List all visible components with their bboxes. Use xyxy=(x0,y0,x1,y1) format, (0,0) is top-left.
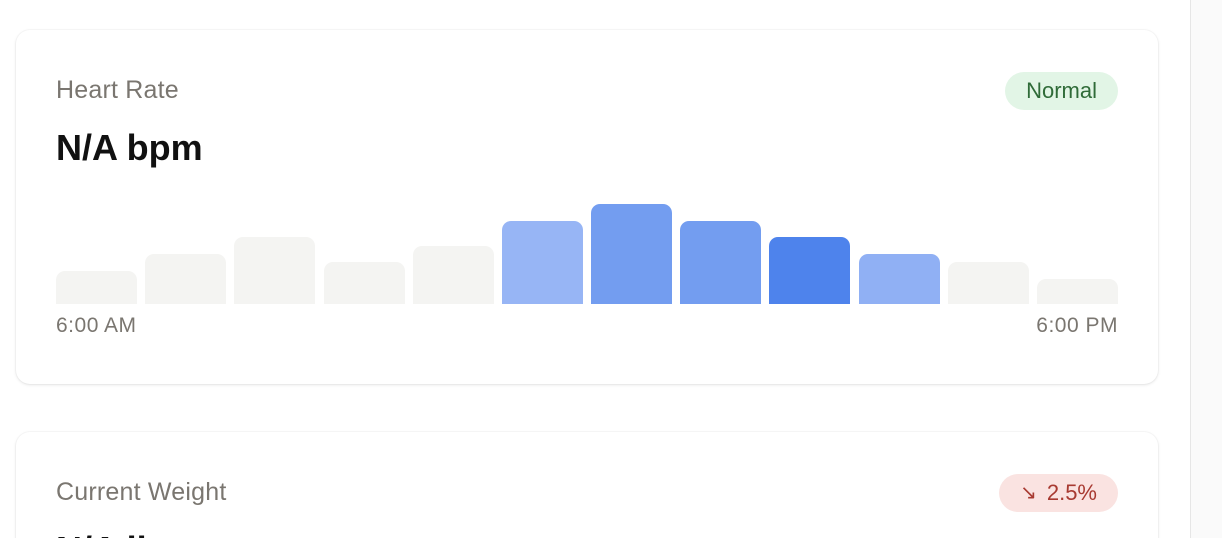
current-weight-value: N/A lbs xyxy=(56,530,1118,538)
current-weight-label: Current Weight xyxy=(56,478,227,506)
heart-rate-bar-chart xyxy=(56,200,1118,304)
heart-rate-bar xyxy=(858,254,940,304)
heart-rate-bar xyxy=(145,254,227,304)
heart-rate-axis: 6:00 AM 6:00 PM xyxy=(56,314,1118,338)
heart-rate-bar xyxy=(412,246,494,304)
dashboard-scroll-area[interactable]: Heart Rate Normal N/A bpm 6:00 AM 6:00 P… xyxy=(0,0,1190,538)
heart-rate-bar xyxy=(501,221,583,304)
weight-change-badge: ↘ 2.5% xyxy=(999,474,1118,512)
heart-rate-bar xyxy=(947,262,1029,304)
current-weight-header: Current Weight ↘ 2.5% xyxy=(56,472,1118,512)
heart-rate-bar xyxy=(323,262,405,304)
heart-rate-status-badge: Normal xyxy=(1005,72,1118,110)
scrollbar-divider xyxy=(1190,0,1191,538)
heart-rate-label: Heart Rate xyxy=(56,76,179,104)
arrow-down-right-icon: ↘ xyxy=(1020,482,1037,504)
heart-rate-bar xyxy=(1036,279,1118,304)
heart-rate-bar xyxy=(680,221,762,304)
heart-rate-bar xyxy=(769,237,851,304)
heart-rate-bar xyxy=(234,237,316,304)
axis-end-label: 6:00 PM xyxy=(1036,314,1118,337)
heart-rate-value: N/A bpm xyxy=(56,127,203,168)
heart-rate-bar xyxy=(56,271,138,304)
axis-start-label: 6:00 AM xyxy=(56,314,137,337)
heart-rate-status-text: Normal xyxy=(1026,78,1097,103)
current-weight-card: Current Weight ↘ 2.5% N/A lbs xyxy=(16,432,1158,538)
scrollbar-track[interactable] xyxy=(1191,0,1222,538)
heart-rate-bar xyxy=(591,204,673,304)
weight-change-text: 2.5% xyxy=(1046,480,1097,505)
heart-rate-card: Heart Rate Normal N/A bpm 6:00 AM 6:00 P… xyxy=(16,30,1158,384)
heart-rate-header: Heart Rate Normal xyxy=(56,70,1118,110)
